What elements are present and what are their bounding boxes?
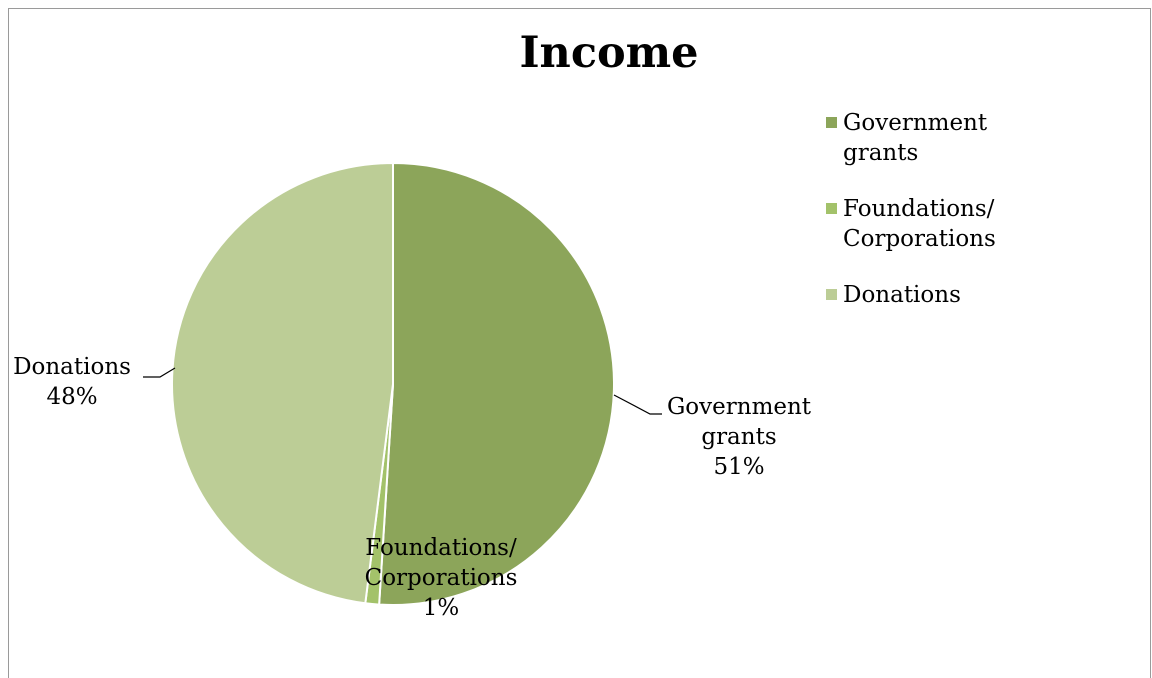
legend-swatch-donations [826, 289, 837, 300]
pie-slice-donations [171, 161, 394, 605]
legend-swatch-foundations-corporations [826, 203, 837, 214]
legend-label-government-grants: Government grants [843, 110, 988, 166]
legend-label-foundations-corporations: Foundations/ Corporations [843, 196, 996, 252]
legend-item-donations: Donations [826, 280, 1033, 310]
data-label-government-grants: Government grants 51% [667, 394, 812, 480]
leader-line-government-grants [613, 394, 662, 415]
legend-swatch-government-grants [826, 117, 837, 128]
chart-frame [8, 8, 1151, 678]
leader-line-donations [143, 367, 176, 378]
legend-item-government-grants: Government grants [826, 108, 1033, 168]
legend-item-foundations-corporations: Foundations/ Corporations [826, 194, 1033, 254]
pie-slice-government-grants [378, 161, 615, 606]
chart-title: Income [519, 28, 699, 78]
data-label-donations: Donations 48% [13, 354, 131, 410]
legend-label-donations: Donations [843, 282, 961, 308]
data-label-foundations-corporations: Foundations/Corporations 1% [365, 535, 518, 621]
chart-legend: Government grants Foundations/ Corporati… [826, 108, 1033, 336]
